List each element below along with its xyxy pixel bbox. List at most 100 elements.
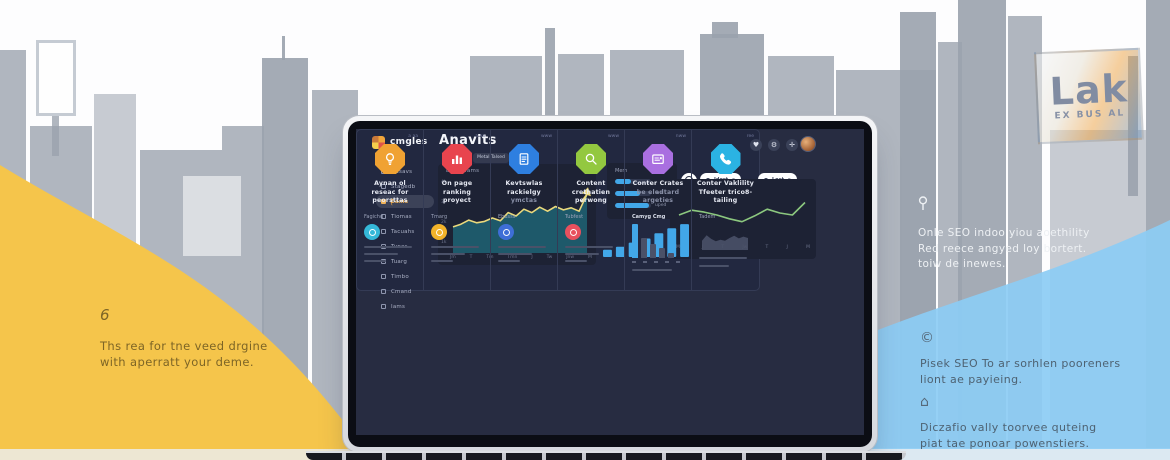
- y-tick: 4k: [441, 180, 447, 185]
- x-tick: Tm: [486, 255, 494, 260]
- placeholder-line: [498, 260, 520, 262]
- stat-fill: [615, 179, 631, 184]
- sidebar-item[interactable]: Cmand: [376, 285, 434, 298]
- card-title: Conter Crates be eledtard argeties: [632, 180, 684, 204]
- blue-note-2-line1: Diczafio vally toorvee quteing: [920, 421, 1097, 434]
- active-marker: (: [390, 197, 394, 206]
- gear-icon[interactable]: ⚙: [768, 139, 780, 151]
- sidebar-item-active[interactable]: (Eams: [376, 195, 434, 208]
- card-content-creation[interactable]: www Content crethatien perwong Tubfest: [558, 130, 625, 290]
- building: [470, 56, 542, 126]
- card-mini-badge: [364, 224, 380, 240]
- sidebar-item[interactable]: Tiomas: [376, 210, 434, 223]
- x-tick: M: [588, 255, 592, 260]
- sidebar-item[interactable]: Stagedb: [376, 180, 434, 193]
- bar-chart-icon: [452, 155, 462, 164]
- card-mini-badge: [431, 224, 447, 240]
- sidebar-item[interactable]: Timbo: [376, 270, 434, 283]
- card-title: Aynan ol reseac for peorsttas: [371, 180, 409, 204]
- brand-logo: [372, 136, 385, 149]
- sidebar-item-label: Eams: [391, 198, 409, 205]
- card-sub-label: Tmarg: [431, 214, 448, 220]
- stats-title: Mem: [615, 168, 628, 174]
- stat-row: [615, 179, 655, 184]
- building: [768, 56, 834, 122]
- card-icon-badge: [710, 144, 741, 174]
- card-sub-label: Tadem: [699, 214, 716, 220]
- card-title: Kevtswlas rackielgy ymctas: [505, 180, 543, 204]
- y-tick: 1k: [441, 240, 447, 245]
- card-icon-badge: [576, 144, 606, 174]
- laptop-keyboard-deck: [306, 451, 906, 460]
- trend-line-chart: [678, 201, 806, 223]
- bulb-icon: [385, 153, 395, 165]
- blue-note-1-line1: Pisek SEO To ar sorhlen pooreners: [920, 357, 1121, 370]
- card-corner-tag: nww: [675, 134, 686, 139]
- sidebar-item-icon: [381, 199, 386, 204]
- sidebar-item-icon: [381, 214, 386, 219]
- card-campaign[interactable]: nww Conter Crates be eledtard argeties C…: [625, 130, 692, 290]
- right-note-line2: Red reece angyed loy bortert.: [918, 242, 1087, 255]
- x-tick: Jnw: [566, 255, 575, 260]
- right-note-line1: Onle SEO indoo yiou aoethility: [918, 227, 1090, 239]
- dashboard-screen: cmgles Anavits ♥ ⚙ ✛ Dasavs Stagedb (Eam…: [356, 129, 864, 435]
- left-note-line2: with aperratt your deme.: [100, 355, 254, 369]
- blue-note-2: ⌂ Diczafio vally toorvee quteing piat ta…: [920, 394, 1097, 452]
- y-tick: 3k: [441, 200, 447, 205]
- blue-note-2-line2: piat tae ponoar powenstiers.: [920, 437, 1090, 450]
- blue-note-1: © Pisek SEO To ar sorhlen pooreners lion…: [920, 330, 1120, 388]
- building: [610, 50, 684, 122]
- placeholder-line: [498, 246, 546, 248]
- x-tick: T: [469, 255, 473, 260]
- placeholder-line: [699, 265, 729, 267]
- billboard-blank: [36, 40, 76, 116]
- card-icon-badge: [643, 144, 673, 174]
- x-tick: Tw: [546, 255, 553, 260]
- sidebar-item-icon: [381, 229, 386, 234]
- x-tick: Mw: [676, 245, 684, 250]
- placeholder-line: [565, 246, 613, 248]
- laptop: cmgles Anavits ♥ ⚙ ✛ Dasavs Stagedb (Eam…: [343, 116, 877, 452]
- card-onpage-ranking[interactable]: a aa On page ranking proyect Tmarg: [424, 130, 491, 290]
- card-icon: [652, 154, 664, 164]
- billboard-pole: [52, 116, 59, 156]
- main-chart-panel: Degrtpams 4k 3k 2k 1k Jm T Tm Tmn J Tw J…: [438, 164, 596, 265]
- card-visibility[interactable]: ree Conter Vaklility Tfeeter trico8- tai…: [692, 130, 759, 290]
- sidebar-item[interactable]: Iams: [376, 300, 434, 313]
- building: [700, 34, 764, 122]
- placeholder-line: [431, 253, 465, 255]
- antenna: [545, 28, 555, 120]
- card-keywords[interactable]: www Kevtswlas rackielgy ymctas Ebusss: [491, 130, 558, 290]
- sidebar-item[interactable]: Tacuahs: [376, 225, 434, 238]
- card-corner-tag: www: [607, 134, 619, 139]
- sidebar-item-icon: [381, 274, 386, 279]
- sidebar-item-label: Tacuahs: [391, 228, 415, 235]
- card-icon-badge: [509, 144, 539, 174]
- sidebar-item-icon: [381, 184, 386, 189]
- stat-row: fev: [615, 191, 662, 196]
- right-note-line3: toiw de inewes.: [918, 258, 1006, 270]
- card-research[interactable]: a aa Aynan ol reseac for peorsttas Fagic…: [357, 130, 424, 290]
- card-mini-bar-chart: [632, 222, 684, 258]
- left-note-line1: Ths rea for tne veed drgine: [100, 339, 268, 353]
- home-icon: ⌂: [920, 394, 929, 410]
- placeholder-line: [431, 260, 453, 262]
- placeholder-line: [364, 260, 386, 262]
- placeholder-line: [498, 253, 532, 255]
- blue-note-1-line2: liont ae payieing.: [920, 373, 1023, 386]
- placeholder-line: [699, 257, 747, 259]
- sidebar-item-label: Timbo: [391, 273, 409, 280]
- card-sparkline: [702, 235, 748, 250]
- card-title: Content crethatien perwong: [571, 180, 611, 204]
- left-note: 6 Ths rea for tne veed drgine with aperr…: [100, 306, 268, 370]
- phone-icon: [719, 153, 731, 165]
- card-corner-tag: ree: [746, 134, 754, 139]
- heart-icon[interactable]: ♥: [750, 139, 762, 151]
- avatar[interactable]: [800, 136, 816, 152]
- shield-icon[interactable]: ✛: [786, 139, 798, 151]
- card-sub-label: Camyg Cmg: [632, 214, 666, 220]
- stat-label: fev: [655, 191, 663, 196]
- tab-secondary[interactable]: Metal Talsed: [473, 153, 509, 163]
- card-title: On page ranking proyect: [441, 180, 473, 204]
